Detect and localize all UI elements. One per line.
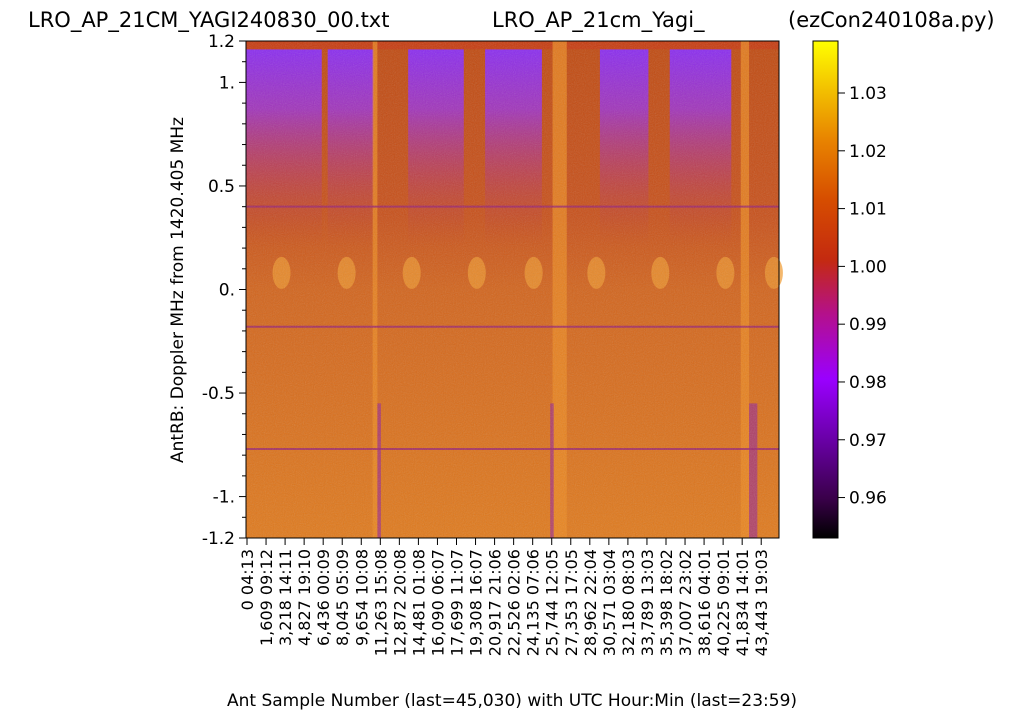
x-tick-label: 22,526 02:06	[505, 549, 524, 656]
colorbar-tick-label: 0.98	[849, 373, 887, 393]
x-tick-label: 30,571 03:04	[600, 549, 619, 656]
x-tick-label: 32,180 08:03	[619, 549, 638, 656]
noise-texture	[246, 41, 779, 538]
colorbar-tick-label: 1.00	[849, 257, 887, 277]
x-tick-label: 1,609 09:12	[257, 549, 276, 646]
colorbar-frame	[812, 40, 839, 539]
y-tick-label: 0.	[219, 281, 235, 301]
y-axis-label: AntRB: Doppler MHz from 1420.405 MHz	[168, 117, 188, 463]
y-tick-label: -1.	[213, 488, 235, 508]
x-tick-label: 19,308 16:07	[467, 549, 486, 656]
colorbar: 0.96 0.97 0.98 0.99 1.00 1.01 1.02 1.03	[812, 40, 887, 539]
x-tick-label: 28,962 22:04	[581, 549, 600, 656]
x-tick-label: 43,443 19:03	[752, 549, 771, 656]
x-tick-label: 4,827 19:10	[295, 549, 314, 646]
x-tick-label: 8,045 05:09	[333, 549, 352, 646]
x-axis: 0 04:13 1,609 09:12 3,218 14:11 4,827 19:10…	[238, 538, 771, 656]
x-tick-label: 24,135 07:06	[524, 549, 543, 656]
y-tick-label: 1.2	[208, 32, 235, 52]
x-tick-label: 0 04:13	[238, 549, 257, 610]
x-tick-label: 3,218 14:11	[276, 549, 295, 646]
title-right: (ezCon240108a.py)	[788, 8, 995, 32]
x-tick-label: 9,654 10:08	[352, 549, 371, 646]
x-tick-label: 17,699 11:07	[447, 549, 466, 656]
heatmap-plot-area	[245, 40, 783, 539]
colorbar-gradient	[813, 41, 838, 538]
y-axis: 1.2 1. 0.5 0. -0.5 -1. -1.2	[202, 32, 246, 549]
title-center: LRO_AP_21cm_Yagi_	[492, 8, 705, 32]
x-tick-label: 38,616 04:01	[695, 549, 714, 656]
y-tick-label: 1.	[219, 73, 235, 93]
x-tick-label: 14,481 01:08	[409, 549, 428, 656]
title-left: LRO_AP_21CM_YAGI240830_00.txt	[28, 8, 390, 32]
x-tick-label: 11,263 15:08	[371, 549, 390, 656]
x-tick-label: 12,872 20:08	[390, 549, 409, 656]
x-axis-label: Ant Sample Number (last=45,030) with UTC…	[227, 691, 797, 711]
colorbar-tick-label: 0.96	[849, 489, 887, 509]
x-tick-label: 40,225 09:01	[714, 549, 733, 656]
x-tick-label: 16,090 06:07	[428, 549, 447, 656]
x-tick-label: 35,398 18:02	[657, 549, 676, 656]
y-tick-label: 0.5	[208, 177, 235, 197]
x-tick-label: 6,436 00:09	[314, 549, 333, 646]
x-tick-label: 25,744 12:05	[543, 549, 562, 656]
x-tick-label: 41,834 14:01	[733, 549, 752, 656]
x-tick-label: 37,007 23:02	[676, 549, 695, 656]
x-tick-label: 33,789 13:03	[638, 549, 657, 656]
colorbar-tick-label: 1.01	[849, 200, 887, 220]
colorbar-tick-label: 0.99	[849, 315, 887, 335]
y-tick-label: -1.2	[202, 529, 235, 549]
x-tick-label: 27,353 17:05	[562, 549, 581, 656]
x-tick-label: 20,917 21:06	[486, 549, 505, 656]
colorbar-tick-label: 0.97	[849, 431, 887, 451]
colorbar-tick-label: 1.03	[849, 84, 887, 104]
y-tick-label: -0.5	[202, 384, 235, 404]
colorbar-tick-label: 1.02	[849, 142, 887, 162]
